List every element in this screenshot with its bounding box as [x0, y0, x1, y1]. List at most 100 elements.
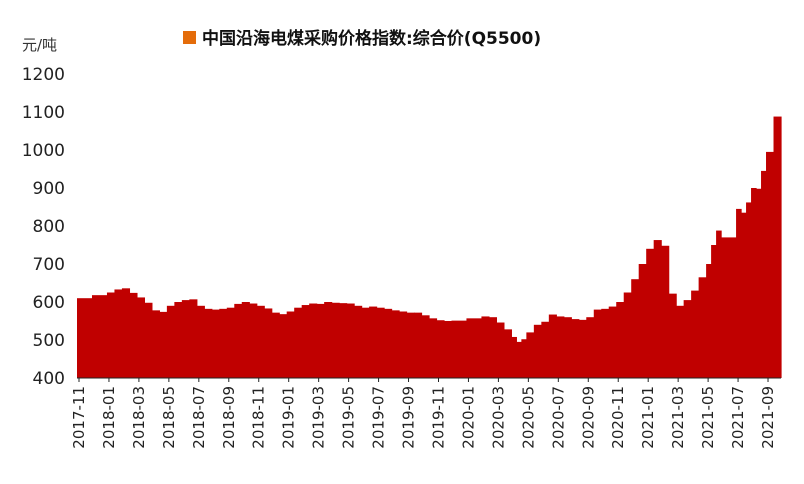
bar	[751, 188, 757, 378]
bar	[451, 320, 468, 378]
bar	[234, 303, 243, 378]
x-tick-label: 2018-05	[160, 386, 178, 449]
bar	[226, 307, 235, 378]
bar	[586, 317, 595, 378]
x-tick-label: 2020-01	[459, 386, 477, 449]
bar	[121, 288, 131, 378]
x-tick-label: 2020-11	[609, 386, 627, 449]
x-tick-label: 2020-07	[549, 386, 567, 449]
y-tick-label: 800	[33, 217, 65, 237]
bar	[616, 302, 625, 378]
bar	[346, 303, 355, 378]
bar	[279, 314, 288, 378]
bar	[294, 307, 303, 378]
legend-swatch	[183, 31, 196, 44]
x-tick-label: 2021-01	[639, 386, 657, 449]
y-tick-label: 700	[33, 255, 65, 275]
bar	[166, 305, 175, 378]
bar	[414, 312, 423, 378]
bar	[324, 302, 333, 378]
bar	[219, 308, 228, 378]
bar	[443, 321, 453, 378]
bar	[159, 311, 168, 378]
y-axis-unit-label: 元/吨	[22, 36, 57, 54]
bar	[369, 306, 378, 378]
bar	[503, 329, 512, 378]
x-tick-label: 2020-09	[579, 386, 597, 449]
bar	[773, 116, 782, 378]
x-tick-label: 2019-01	[280, 386, 298, 449]
bar	[608, 306, 617, 378]
y-tick-label: 400	[33, 369, 65, 389]
legend: 中国沿海电煤采购价格指数:综合价(Q5500)	[183, 28, 541, 49]
bar	[653, 240, 662, 378]
x-tick-label: 2018-07	[190, 386, 208, 449]
x-tick-label: 2018-03	[130, 386, 148, 449]
bar	[706, 264, 712, 378]
bar	[578, 319, 587, 378]
bar	[698, 277, 707, 378]
bar	[309, 303, 318, 378]
bar	[271, 312, 280, 378]
bar	[316, 303, 325, 378]
bar	[129, 292, 138, 378]
bar	[761, 170, 767, 378]
bar	[646, 248, 655, 378]
x-tick-label: 2021-05	[699, 386, 717, 449]
bar	[593, 309, 602, 378]
bar	[683, 300, 692, 378]
y-tick-label: 1000	[22, 141, 65, 161]
bar	[741, 212, 747, 378]
bar	[204, 308, 213, 378]
x-tick-label: 2019-03	[310, 386, 328, 449]
y-axis: 400 500 600 700 800 900 1000 1100 1200	[22, 65, 65, 389]
bar	[436, 320, 445, 378]
bar	[354, 305, 363, 378]
bar	[496, 322, 505, 378]
bar	[189, 299, 198, 378]
bar	[766, 151, 775, 378]
bar	[466, 318, 483, 378]
bar	[286, 311, 295, 378]
x-tick-label: 2017-11	[70, 386, 88, 449]
bar	[174, 302, 183, 378]
bar	[756, 188, 762, 378]
bar	[711, 245, 717, 378]
bar	[533, 324, 542, 378]
bar-series	[77, 116, 782, 378]
bar	[556, 316, 565, 378]
bar	[211, 309, 220, 378]
x-tick-label: 2021-07	[729, 386, 747, 449]
bar	[249, 303, 258, 378]
x-tick-label: 2018-11	[250, 386, 268, 449]
bar	[77, 298, 93, 378]
bar	[571, 319, 580, 378]
bar	[136, 297, 145, 378]
bar	[361, 307, 370, 378]
bar	[144, 302, 153, 378]
bar	[563, 317, 572, 378]
bar	[151, 310, 160, 378]
bar	[196, 305, 205, 378]
bar	[541, 321, 550, 378]
y-tick-label: 1100	[22, 103, 65, 123]
bar	[526, 332, 535, 378]
bar	[264, 308, 273, 378]
bar	[601, 308, 610, 378]
x-tick-label: 2021-03	[669, 386, 687, 449]
x-tick-label: 2018-01	[100, 386, 118, 449]
bar	[91, 295, 108, 378]
bar	[623, 292, 632, 378]
bar	[716, 230, 722, 378]
bar	[668, 293, 677, 378]
x-tick-label: 2019-11	[429, 386, 447, 449]
bar	[376, 307, 385, 378]
bar	[691, 290, 700, 378]
bar	[106, 292, 116, 378]
bar	[488, 317, 497, 378]
x-axis: 2017-11 2018-01 2018-03 2018-05 2018-07 2018-…	[70, 378, 777, 449]
bar	[181, 300, 190, 378]
y-tick-label: 600	[33, 293, 65, 313]
bar	[384, 308, 393, 378]
